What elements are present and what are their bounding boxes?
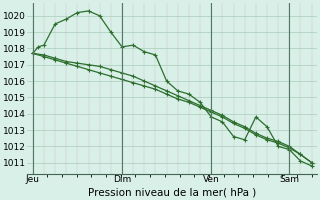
X-axis label: Pression niveau de la mer( hPa ): Pression niveau de la mer( hPa ) (88, 187, 256, 197)
